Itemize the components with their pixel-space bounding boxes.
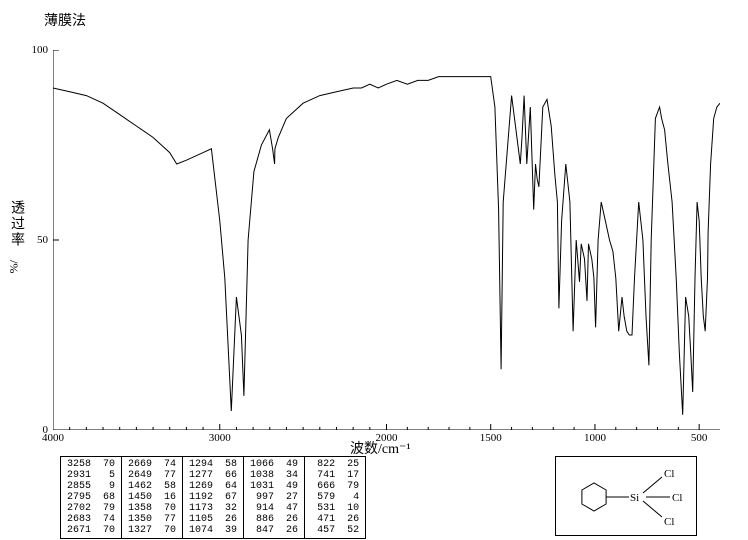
x-tick-label: 500 — [679, 432, 719, 444]
svg-text:Si: Si — [630, 492, 639, 504]
svg-text:Cl: Cl — [672, 492, 682, 504]
ir-spectrum-chart — [53, 50, 720, 430]
x-tick-label: 4000 — [33, 432, 73, 444]
peak-table-column: 2669 74 2649 77 1462 58 1450 16 1358 70 … — [121, 456, 182, 539]
peak-table-column: 1294 58 1277 66 1269 64 1192 67 1173 32 … — [182, 456, 243, 539]
molecule-structure: Si Cl Cl Cl — [555, 456, 697, 536]
x-tick-label: 3000 — [200, 432, 240, 444]
x-tick-label: 2000 — [367, 432, 407, 444]
y-tick-label: 100 — [18, 44, 48, 56]
x-tick-label: 1500 — [471, 432, 511, 444]
peak-table: 3258 70 2931 5 2855 9 2795 68 2702 79 26… — [60, 456, 366, 539]
y-axis-unit: /% — [6, 260, 21, 273]
peak-table-column: 1066 49 1038 34 1031 49 997 27 914 47 88… — [243, 456, 304, 539]
chart-title: 薄膜法 — [44, 10, 86, 30]
svg-text:Cl: Cl — [664, 516, 674, 528]
peak-table-column: 3258 70 2931 5 2855 9 2795 68 2702 79 26… — [60, 456, 121, 539]
svg-text:Cl: Cl — [664, 468, 674, 480]
x-tick-label: 1000 — [575, 432, 615, 444]
y-tick-label: 50 — [18, 234, 48, 246]
figure-container: 薄膜法 透过率 /% 波数/cm⁻¹ 050100 40003000200015… — [0, 0, 748, 539]
peak-table-column: 822 25 741 17 666 79 579 4 531 10 471 26… — [304, 456, 366, 539]
